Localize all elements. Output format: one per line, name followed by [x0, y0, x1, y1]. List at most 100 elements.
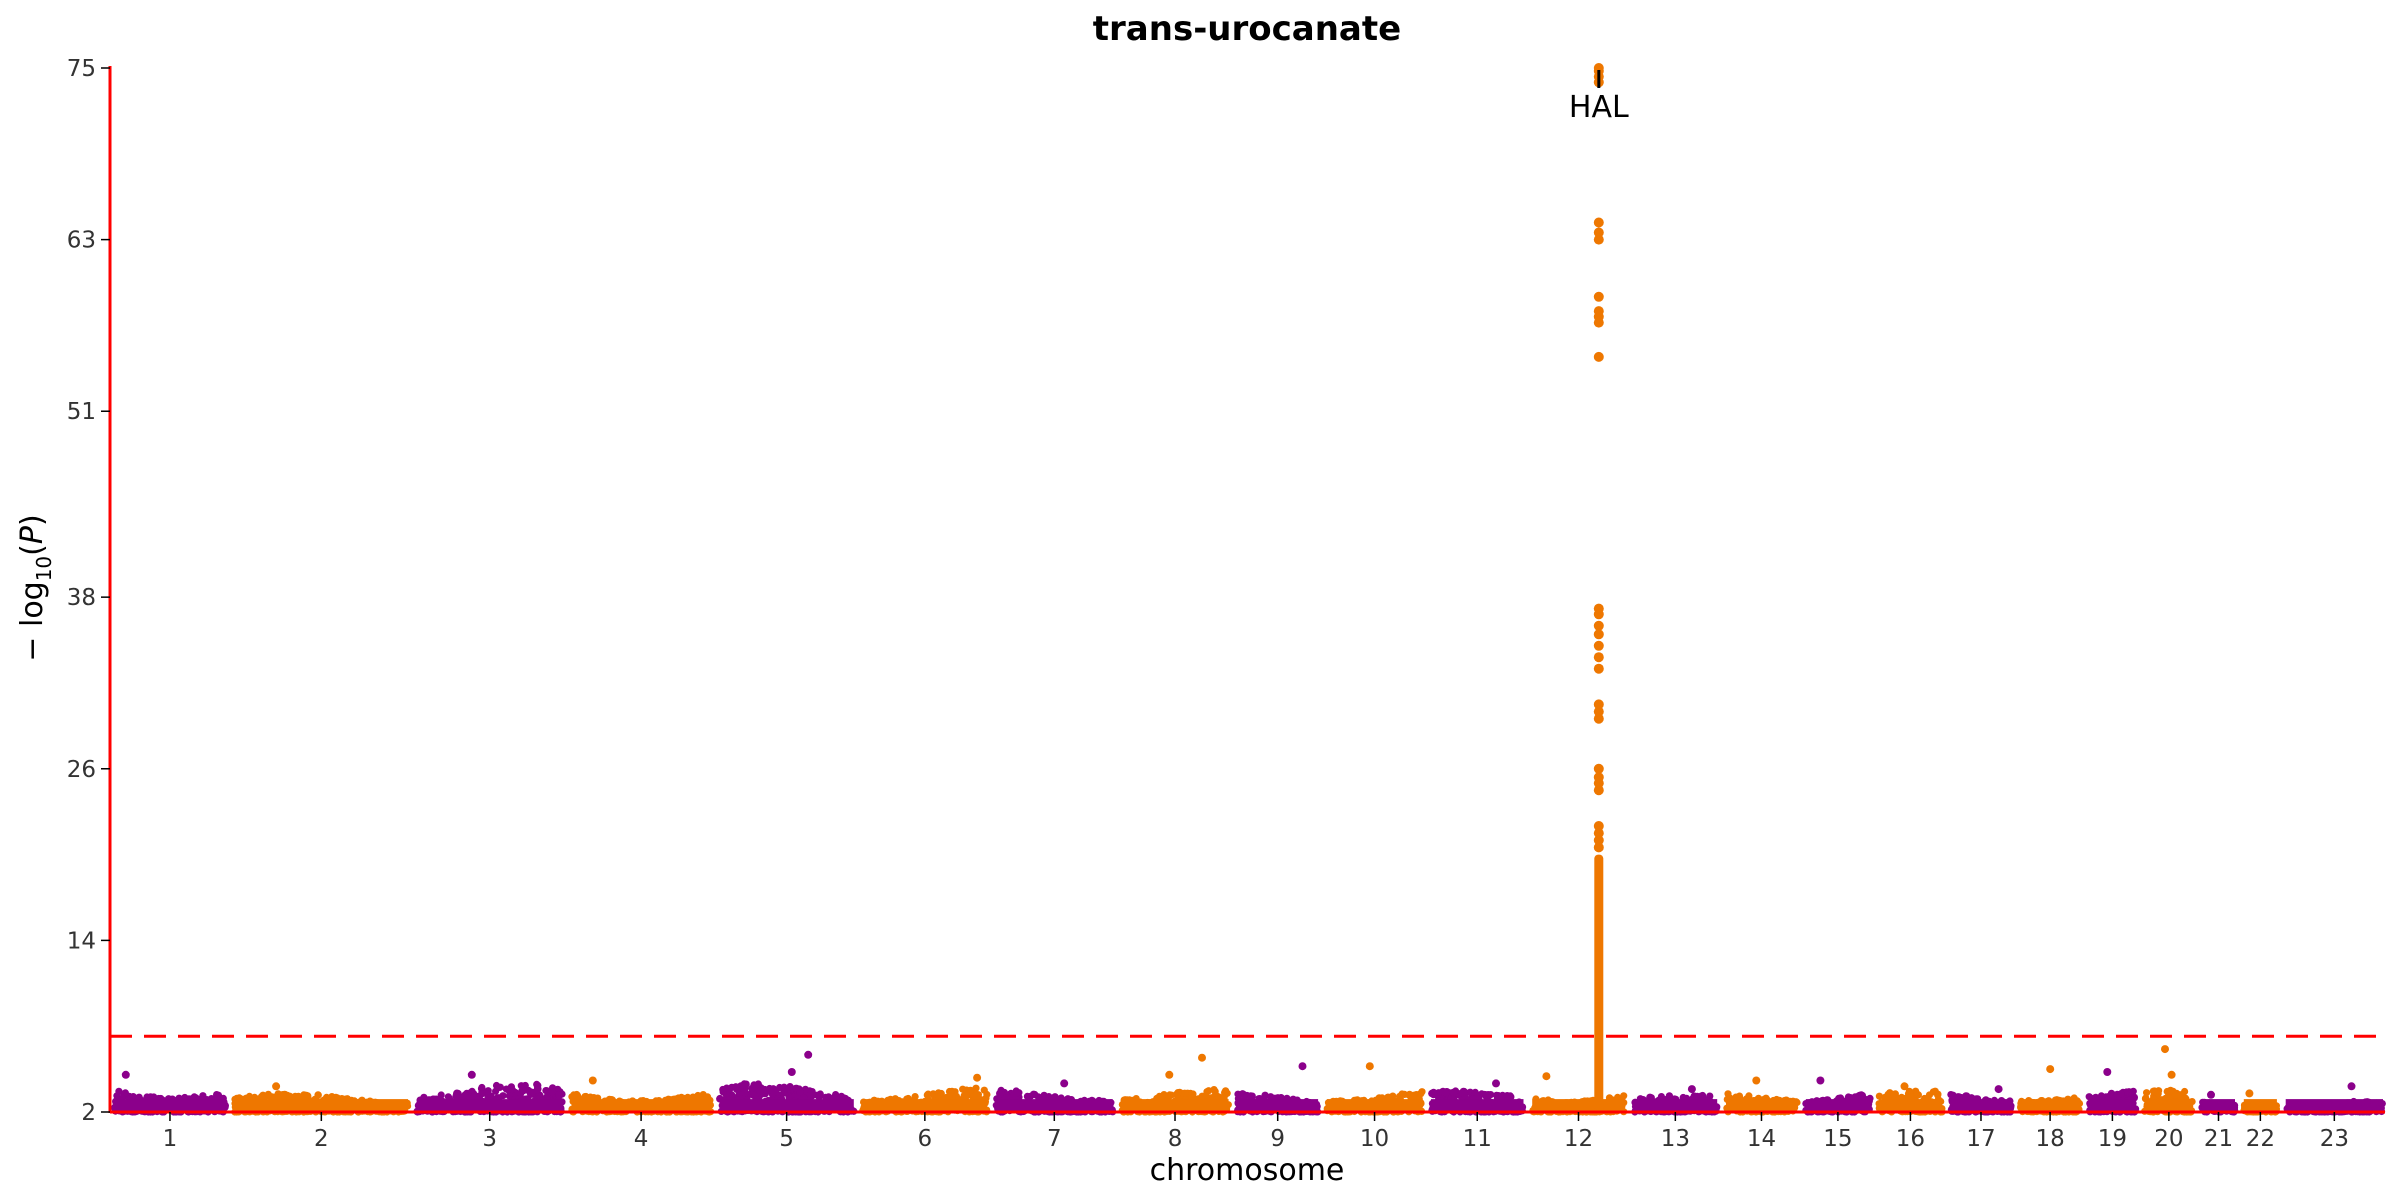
snp-point — [962, 1091, 970, 1099]
chromosome-15-points — [1802, 1076, 1874, 1116]
snp-point — [1693, 1092, 1701, 1100]
snp-density-band — [1805, 1099, 1870, 1112]
snp-point — [772, 1088, 780, 1096]
snp-point — [966, 1086, 975, 1094]
snp-point — [725, 1086, 734, 1094]
snp-point — [478, 1083, 486, 1092]
snp-point — [1430, 1091, 1438, 1099]
snp-point — [741, 1081, 750, 1089]
snp-point — [505, 1092, 513, 1100]
snp-density-band — [1633, 1099, 1718, 1112]
chromosome-6-points — [859, 1073, 991, 1116]
snp-density-band — [234, 1099, 408, 1112]
snp-density-band — [2201, 1099, 2235, 1112]
snp-point — [1724, 1090, 1732, 1098]
snp-density-band — [1950, 1099, 2012, 1112]
snp-point — [741, 1089, 749, 1097]
snp-point — [1890, 1091, 1898, 1099]
chromosome-18-points — [2017, 1065, 2084, 1116]
peak-point — [2161, 1045, 2169, 1054]
snp-point — [786, 1083, 794, 1091]
snp-point — [923, 1091, 931, 1099]
snp-point — [487, 1092, 495, 1100]
snp-density-band — [571, 1099, 711, 1112]
peak-point — [2103, 1068, 2112, 1076]
snp-point — [502, 1085, 510, 1093]
snp-density-band — [2144, 1099, 2194, 1112]
snp-point — [314, 1091, 322, 1099]
snp-point — [522, 1086, 530, 1094]
snp-point — [484, 1087, 492, 1095]
snp-point — [2122, 1088, 2131, 1096]
snp-point — [996, 1090, 1004, 1098]
snp-point — [780, 1089, 788, 1097]
chromosome-3-points — [413, 1070, 566, 1116]
snp-density-band — [1532, 1099, 1625, 1112]
snp-point — [1181, 1089, 1189, 1097]
snp-point — [2143, 1089, 2151, 1097]
chromosome-12-points — [1529, 1072, 1628, 1116]
peak-point — [121, 1070, 130, 1079]
snp-point — [837, 1092, 846, 1100]
peak-point — [1994, 1085, 2003, 1094]
peak-point — [1298, 1062, 1307, 1071]
snp-point — [213, 1091, 221, 1099]
peak-point — [2245, 1089, 2254, 1098]
peak-point — [1900, 1082, 1909, 1091]
chromosome-5-points — [716, 1050, 858, 1116]
snp-point — [2176, 1091, 2184, 1099]
snp-point — [1051, 1093, 1059, 1101]
snp-density-band — [1726, 1099, 1798, 1112]
peak-point — [272, 1082, 281, 1091]
data-points — [111, 1045, 2386, 1116]
snp-point — [806, 1090, 814, 1099]
peak-point — [2167, 1070, 2176, 1079]
chromosome-19-points — [2085, 1068, 2140, 1116]
snp-density-band — [1237, 1099, 1319, 1112]
snp-point — [1398, 1090, 1406, 1098]
snp-density-band — [2089, 1099, 2136, 1112]
snp-point — [732, 1083, 740, 1091]
peak-point — [1365, 1062, 1374, 1071]
snp-point — [1267, 1093, 1275, 1101]
snp-point — [2085, 1093, 2093, 1101]
snp-point — [1657, 1093, 1665, 1101]
snp-point — [1261, 1091, 1269, 1099]
snp-density-band — [1431, 1099, 1524, 1112]
peak-point — [588, 1076, 597, 1085]
peak-point — [1752, 1076, 1761, 1085]
snp-point — [1450, 1089, 1458, 1097]
snp-point — [792, 1084, 800, 1092]
snp-point — [1202, 1091, 1210, 1099]
snp-point — [815, 1093, 823, 1101]
peak-point — [1492, 1079, 1500, 1088]
snp-point — [1947, 1091, 1955, 1099]
peak-point — [804, 1050, 813, 1059]
peak-point — [787, 1068, 796, 1076]
chart-title: trans-urocanate — [1093, 9, 1401, 49]
peak-point — [1816, 1076, 1825, 1085]
snp-point — [570, 1091, 578, 1099]
peak-point — [1060, 1079, 1069, 1088]
snp-point — [1458, 1089, 1466, 1097]
snp-point — [937, 1089, 945, 1098]
snp-point — [1240, 1091, 1248, 1099]
snp-point — [492, 1081, 501, 1090]
snp-point — [264, 1090, 272, 1098]
snp-density-band — [2019, 1099, 2081, 1112]
snp-point — [1030, 1090, 1038, 1098]
snp-point — [1158, 1093, 1166, 1101]
snp-density-band — [1326, 1099, 1423, 1112]
peak-point — [2046, 1065, 2055, 1074]
chromosome-9-points — [1234, 1062, 1322, 1116]
chromosome-1-points — [111, 1070, 229, 1116]
peak-point — [467, 1070, 476, 1079]
snp-point — [1442, 1089, 1450, 1097]
snp-point — [470, 1092, 478, 1100]
peak-point — [1198, 1053, 1206, 1062]
chromosome-10-points — [1323, 1062, 1426, 1116]
snp-point — [1503, 1092, 1511, 1100]
snp-density-band — [719, 1099, 854, 1112]
snp-point — [2163, 1087, 2171, 1096]
